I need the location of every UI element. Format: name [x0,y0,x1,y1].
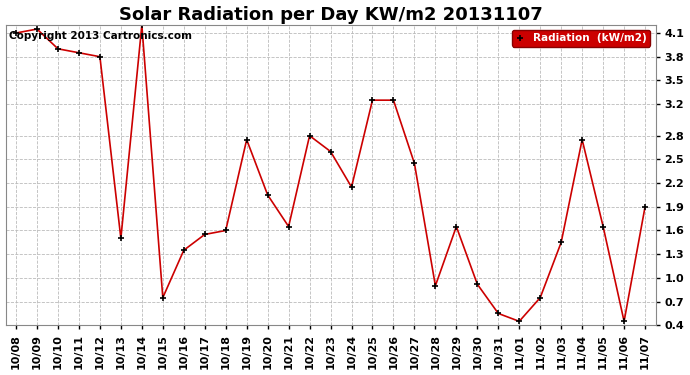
Radiation  (kW/m2) [536,296,544,300]
Radiation  (kW/m2) [96,54,104,59]
Radiation  (kW/m2) [641,204,649,209]
Radiation  (kW/m2) [368,98,377,102]
Radiation  (kW/m2) [557,240,565,244]
Radiation  (kW/m2) [431,284,440,288]
Radiation  (kW/m2) [411,161,419,166]
Radiation  (kW/m2) [33,27,41,31]
Radiation  (kW/m2) [347,185,355,189]
Radiation  (kW/m2) [473,282,482,286]
Radiation  (kW/m2) [179,248,188,252]
Radiation  (kW/m2) [620,319,628,324]
Radiation  (kW/m2) [515,319,524,324]
Title: Solar Radiation per Day KW/m2 20131107: Solar Radiation per Day KW/m2 20131107 [119,6,542,24]
Radiation  (kW/m2) [452,224,460,229]
Legend: Radiation  (kW/m2): Radiation (kW/m2) [511,30,651,46]
Radiation  (kW/m2) [326,149,335,154]
Radiation  (kW/m2) [599,224,607,229]
Radiation  (kW/m2) [201,232,209,237]
Radiation  (kW/m2) [12,31,20,35]
Radiation  (kW/m2) [138,23,146,27]
Radiation  (kW/m2) [264,193,272,197]
Radiation  (kW/m2) [578,137,586,142]
Line: Radiation  (kW/m2): Radiation (kW/m2) [12,22,649,325]
Radiation  (kW/m2) [306,134,314,138]
Radiation  (kW/m2) [221,228,230,233]
Text: Copyright 2013 Cartronics.com: Copyright 2013 Cartronics.com [9,31,192,41]
Radiation  (kW/m2) [75,51,83,55]
Radiation  (kW/m2) [494,311,502,316]
Radiation  (kW/m2) [117,236,125,241]
Radiation  (kW/m2) [284,224,293,229]
Radiation  (kW/m2) [389,98,397,102]
Radiation  (kW/m2) [243,137,251,142]
Radiation  (kW/m2) [159,296,167,300]
Radiation  (kW/m2) [54,46,62,51]
